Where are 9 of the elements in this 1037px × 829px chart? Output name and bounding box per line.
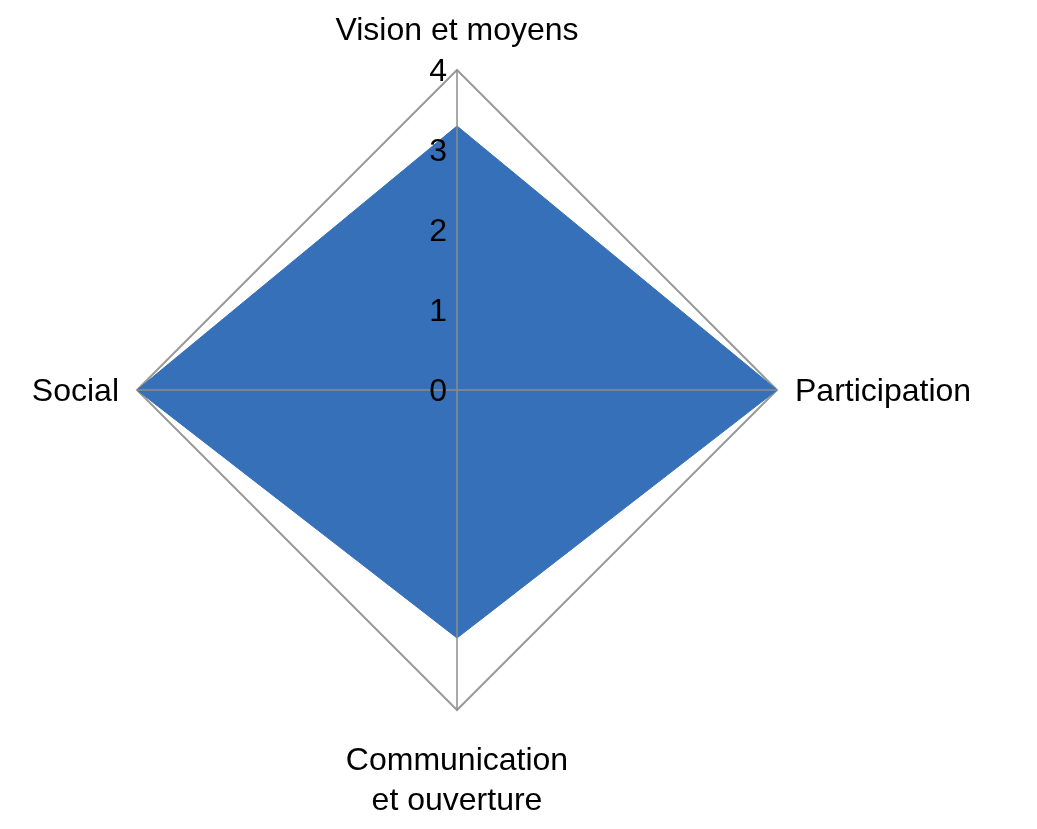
spoke-label: Participation [795, 372, 972, 408]
spoke-label: Vision et moyens [335, 11, 579, 47]
y-tick-label: 0 [429, 372, 447, 408]
y-tick-label: 4 [429, 52, 447, 88]
spoke-label: Communication et ouverture [345, 741, 569, 817]
y-tick-label: 3 [429, 132, 447, 168]
spoke-label: Social [31, 372, 119, 408]
y-tick-label: 1 [429, 292, 447, 328]
y-tick-label: 2 [429, 212, 447, 248]
